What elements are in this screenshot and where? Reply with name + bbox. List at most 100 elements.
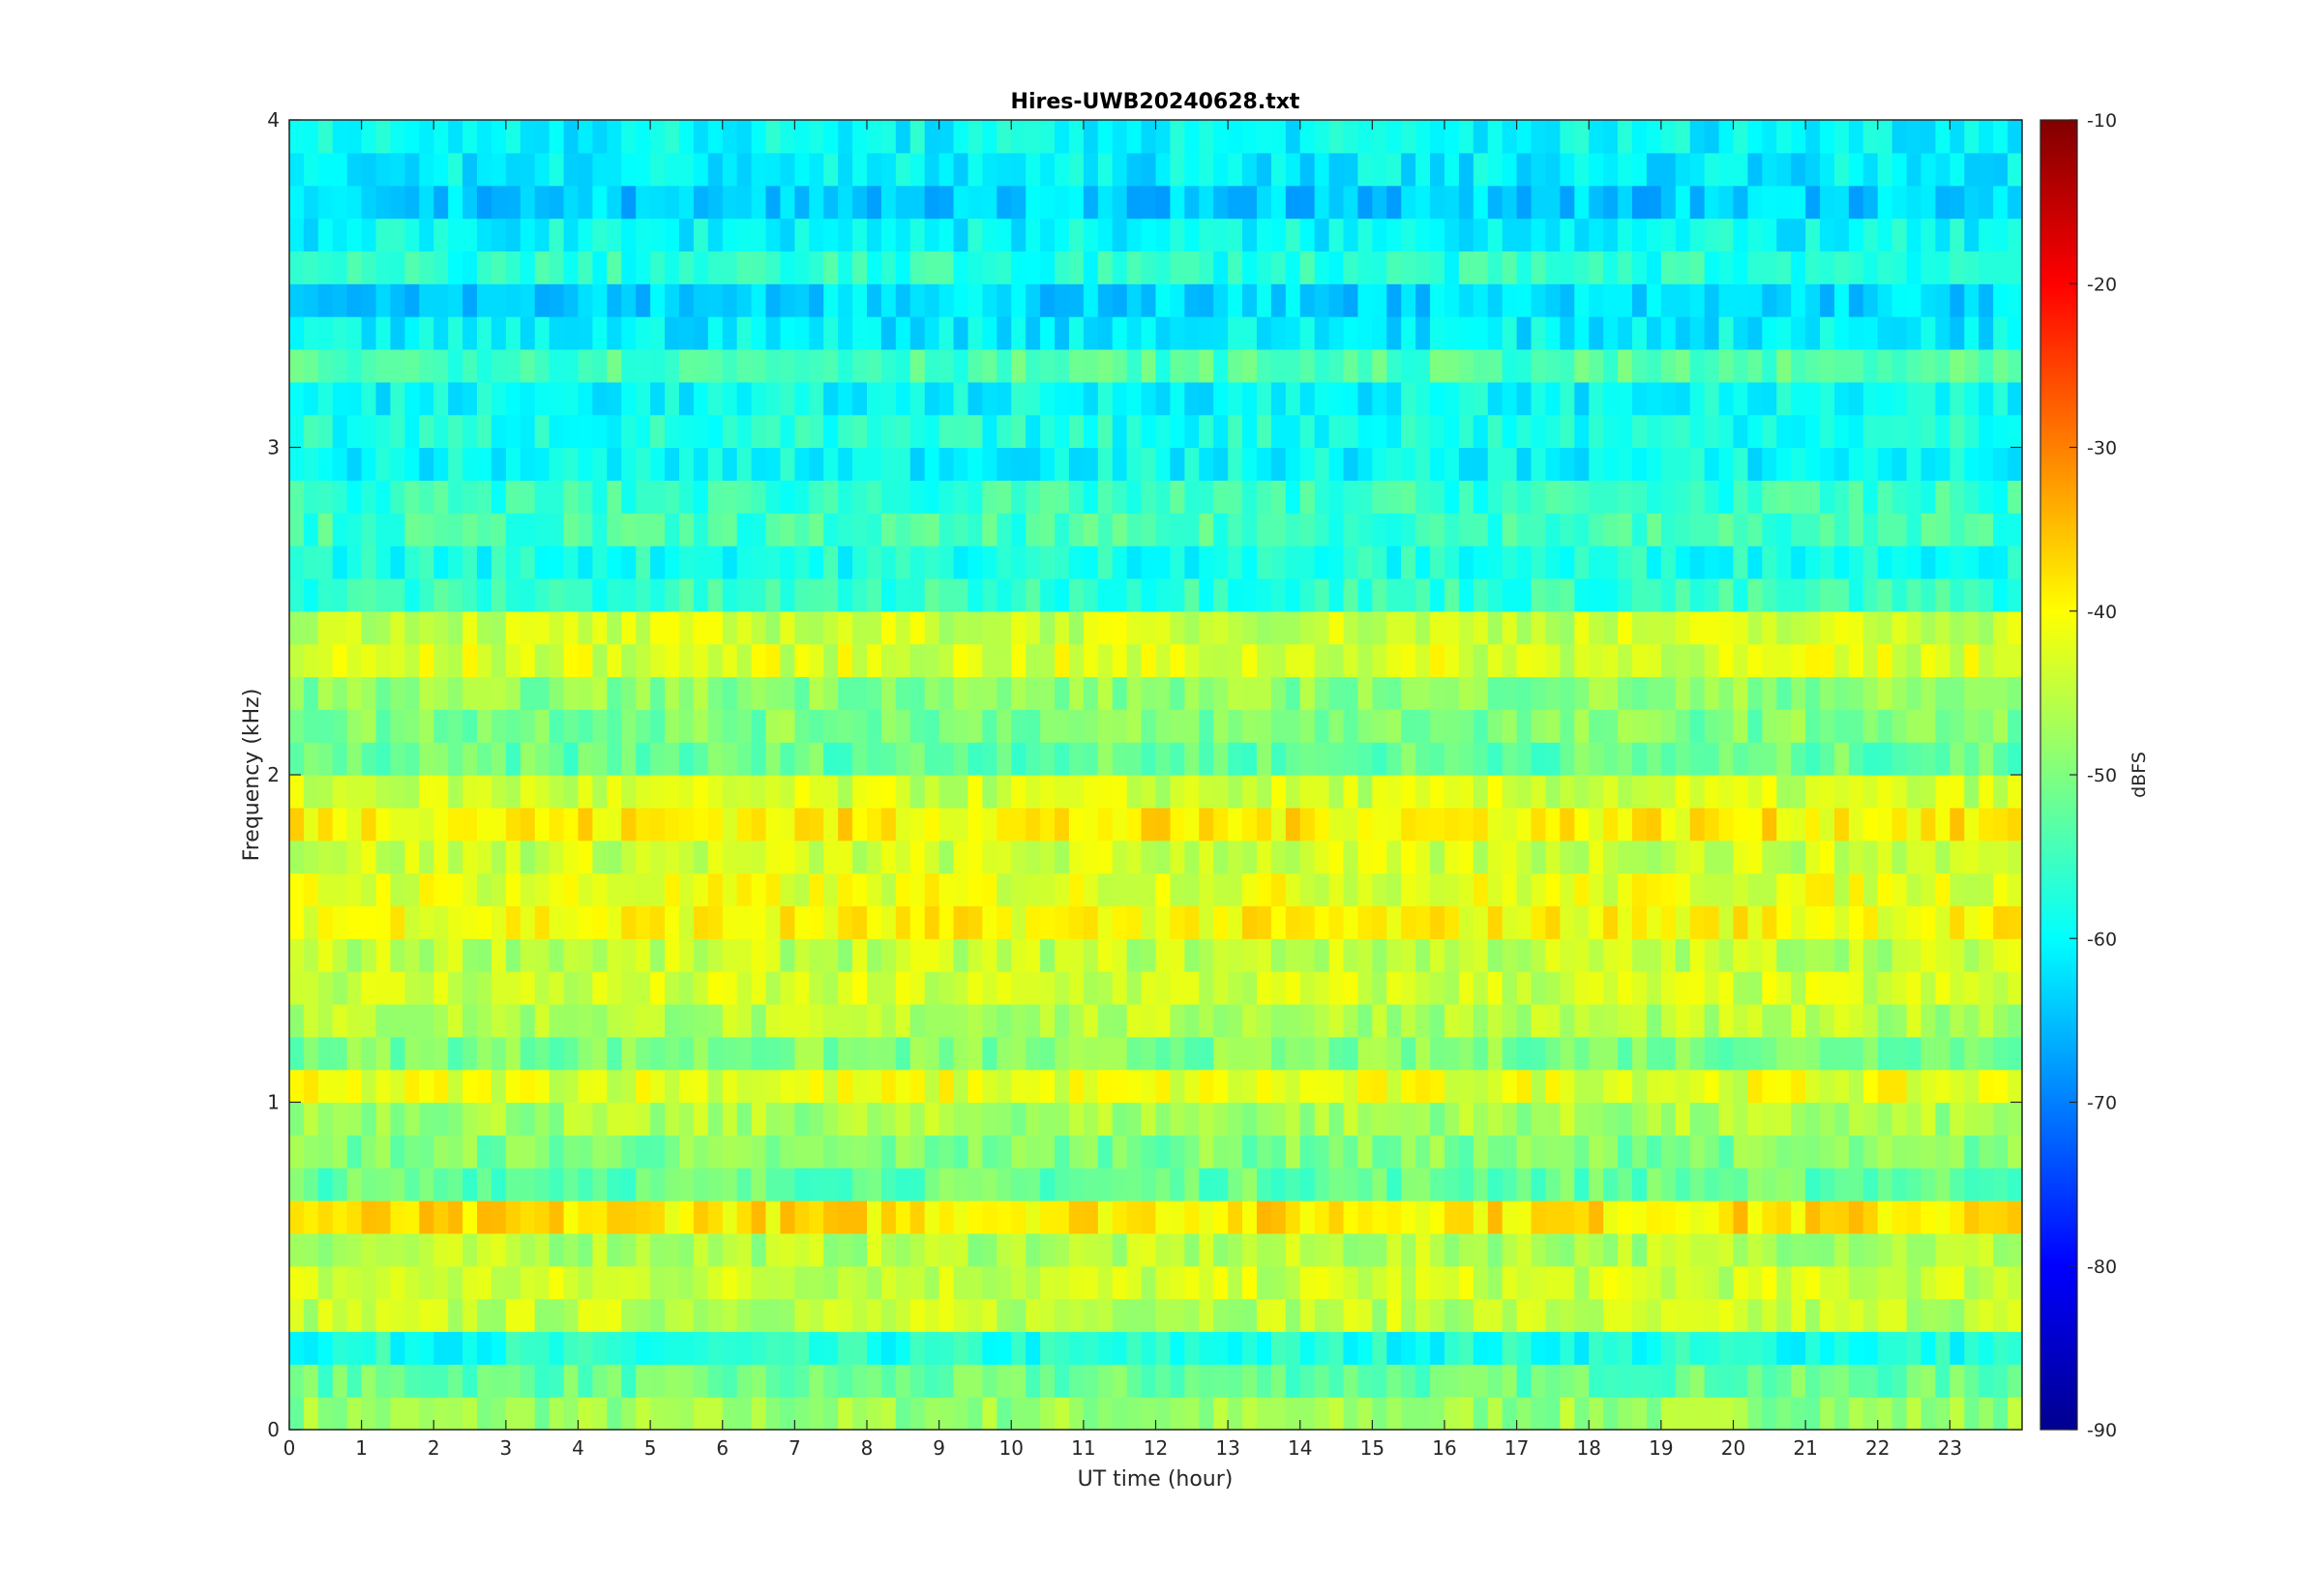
heatmap-cell	[823, 1200, 839, 1234]
heatmap-cell	[1993, 1036, 2009, 1071]
heatmap-cell	[809, 1364, 824, 1398]
heatmap-cell	[794, 348, 810, 383]
heatmap-cell	[1170, 218, 1185, 251]
heatmap-cell	[1502, 152, 1518, 187]
heatmap-cell	[722, 872, 738, 906]
heatmap-cell	[1964, 807, 1980, 842]
heatmap-cell	[794, 1397, 810, 1431]
heatmap-cell	[332, 218, 348, 251]
heatmap-cell	[477, 872, 492, 906]
heatmap-cell	[1502, 676, 1518, 710]
heatmap-cell	[549, 251, 565, 284]
heatmap-cell	[1141, 348, 1157, 383]
heatmap-cell	[1689, 251, 1706, 284]
heatmap-cell	[1935, 1069, 1950, 1104]
heatmap-cell	[1979, 283, 1994, 317]
heatmap-cell	[578, 840, 594, 874]
heatmap-cell	[621, 546, 637, 579]
heatmap-cell	[1560, 546, 1575, 579]
heatmap-cell	[1386, 643, 1402, 678]
heatmap-cell	[895, 577, 911, 612]
heatmap-cell	[968, 1265, 983, 1300]
heatmap-cell	[491, 185, 507, 220]
heatmap-cell	[1011, 643, 1027, 678]
heatmap-cell	[433, 905, 449, 939]
heatmap-cell	[693, 414, 709, 449]
heatmap-cell	[1531, 1331, 1547, 1365]
heatmap-cell	[1675, 218, 1691, 251]
heatmap-cell	[693, 120, 709, 154]
heatmap-cell	[838, 251, 853, 284]
heatmap-cell	[838, 283, 853, 317]
heatmap-cell	[1083, 1135, 1099, 1168]
heatmap-cell	[462, 840, 478, 874]
heatmap-cell	[1979, 120, 1994, 154]
heatmap-cell	[1791, 905, 1806, 939]
heatmap-cell	[953, 1102, 969, 1136]
x-tick-label: 16	[1432, 1436, 1456, 1460]
heatmap-cell	[1646, 1265, 1662, 1300]
heatmap-cell	[1993, 971, 2009, 1005]
heatmap-cell	[665, 185, 680, 220]
heatmap-cell	[823, 709, 839, 743]
heatmap-cell	[924, 447, 940, 481]
heatmap-cell	[1920, 1102, 1937, 1136]
heatmap-cell	[607, 152, 622, 187]
heatmap-cell	[1112, 251, 1128, 284]
heatmap-cell	[1560, 1167, 1575, 1201]
heatmap-cell	[765, 971, 782, 1005]
heatmap-cell	[722, 316, 738, 350]
x-tick-label: 2	[428, 1436, 440, 1460]
heatmap-cell	[780, 577, 795, 612]
heatmap-cell	[1242, 218, 1258, 251]
heatmap-cell	[1689, 643, 1706, 678]
heatmap-cell	[1112, 1265, 1128, 1300]
heatmap-cell	[1979, 577, 1994, 612]
heatmap-cell	[1083, 120, 1099, 154]
heatmap-cell	[534, 1265, 551, 1300]
heatmap-cell	[419, 1298, 434, 1333]
heatmap-cell	[1862, 1003, 1879, 1038]
heatmap-cell	[1531, 1397, 1547, 1431]
heatmap-cell	[317, 1331, 334, 1365]
heatmap-cell	[1242, 348, 1258, 383]
heatmap-cell	[938, 1331, 955, 1365]
heatmap-cell	[650, 251, 666, 284]
heatmap-cell	[1906, 1265, 1922, 1300]
heatmap-cell	[1386, 513, 1402, 547]
heatmap-cell	[1689, 709, 1706, 743]
heatmap-cell	[1776, 971, 1792, 1005]
heatmap-cell	[678, 577, 695, 612]
heatmap-cell	[707, 1003, 724, 1038]
heatmap-cell	[1560, 120, 1575, 154]
heatmap-cell	[938, 185, 955, 220]
heatmap-cell	[1270, 610, 1287, 645]
heatmap-cell	[1097, 480, 1114, 514]
heatmap-cell	[1618, 218, 1633, 251]
heatmap-cell	[1430, 513, 1445, 547]
heatmap-cell	[1199, 807, 1214, 842]
heatmap-cell	[1935, 513, 1950, 547]
heatmap-cell	[332, 872, 348, 906]
heatmap-cell	[1805, 1069, 1821, 1104]
heatmap-cell	[953, 480, 969, 514]
heatmap-cell	[1040, 1298, 1056, 1333]
heatmap-cell	[1270, 1135, 1287, 1168]
heatmap-cell	[1920, 152, 1937, 187]
heatmap-cell	[1574, 283, 1590, 317]
heatmap-cell	[895, 905, 911, 939]
heatmap-cell	[1228, 577, 1243, 612]
heatmap-cell	[1820, 1167, 1835, 1201]
heatmap-cell	[953, 1265, 969, 1300]
heatmap-cell	[1458, 1200, 1474, 1234]
heatmap-cell	[1401, 185, 1416, 220]
heatmap-cell	[419, 120, 434, 154]
heatmap-cell	[1270, 807, 1287, 842]
heatmap-cell	[1574, 775, 1590, 809]
heatmap-cell	[534, 152, 551, 187]
heatmap-cell	[1805, 905, 1821, 939]
heatmap-cell	[1055, 1200, 1070, 1234]
heatmap-cell	[1083, 381, 1099, 416]
heatmap-cell	[1458, 1364, 1474, 1398]
heatmap-cell	[1444, 152, 1460, 187]
